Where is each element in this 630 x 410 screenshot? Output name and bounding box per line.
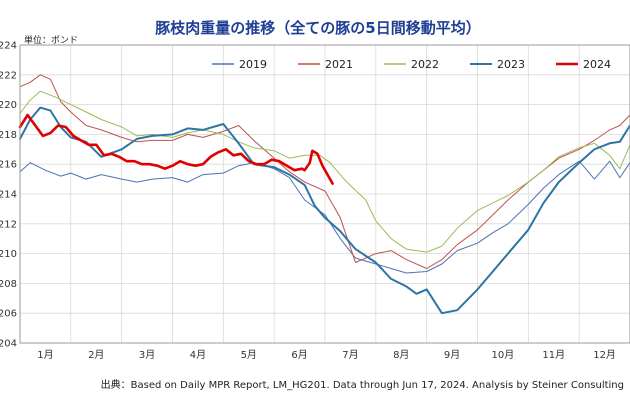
y-tick-label: 222 [0, 70, 17, 81]
y-tick-label: 220 [0, 100, 17, 111]
x-tick-label: 4月 [190, 349, 206, 361]
y-tick-label: 204 [0, 339, 17, 350]
legend-label-2023: 2023 [497, 58, 525, 71]
legend-label-2021: 2021 [325, 58, 353, 71]
legend-label-2019: 2019 [239, 58, 267, 71]
x-axis-ticks: 1月 2月 3月 4月 5月 6月 7月 8月 9月 10月 11月 12月 [37, 349, 616, 361]
series-line-2019 [19, 160, 630, 274]
series-lines [18, 74, 630, 315]
y-tick-label: 212 [0, 219, 17, 230]
x-tick-label: 1月 [37, 349, 53, 361]
x-tick-label: 10月 [492, 349, 515, 361]
series-line-2022 [19, 90, 630, 253]
legend: 2019 2021 2022 2023 2024 [212, 58, 611, 71]
x-tick-label: 12月 [593, 349, 616, 361]
y-axis-unit-label: 単位：ポンド [24, 34, 78, 46]
y-tick-label: 224 [0, 41, 17, 52]
series-line-2023 [19, 106, 630, 315]
x-tick-label: 5月 [241, 349, 257, 361]
series-line-2024 [18, 113, 334, 185]
y-tick-label: 216 [0, 160, 17, 171]
plot-area-frame [19, 44, 630, 344]
chart-title: 豚枝肉重量の推移（全ての豚の5日間移動平均） [155, 19, 480, 37]
x-tick-label: 11月 [542, 349, 565, 361]
x-tick-label: 9月 [444, 349, 460, 361]
x-tick-label: 6月 [291, 349, 307, 361]
x-tick-label: 8月 [393, 349, 409, 361]
y-tick-label: 206 [0, 309, 17, 320]
y-tick-label: 218 [0, 130, 17, 141]
legend-label-2022: 2022 [411, 58, 439, 71]
x-tick-label: 2月 [88, 349, 104, 361]
x-tick-label: 3月 [139, 349, 155, 361]
source-note: 出典：Based on Daily MPR Report, LM_HG201. … [101, 378, 624, 391]
gridlines [20, 45, 630, 343]
y-axis-ticks: 204 206 208 210 212 214 216 218 220 222 224 [0, 41, 17, 350]
y-tick-label: 208 [0, 279, 17, 290]
x-tick-label: 7月 [342, 349, 358, 361]
y-tick-label: 214 [0, 190, 17, 201]
legend-label-2024: 2024 [583, 58, 611, 71]
y-tick-label: 210 [0, 249, 17, 260]
